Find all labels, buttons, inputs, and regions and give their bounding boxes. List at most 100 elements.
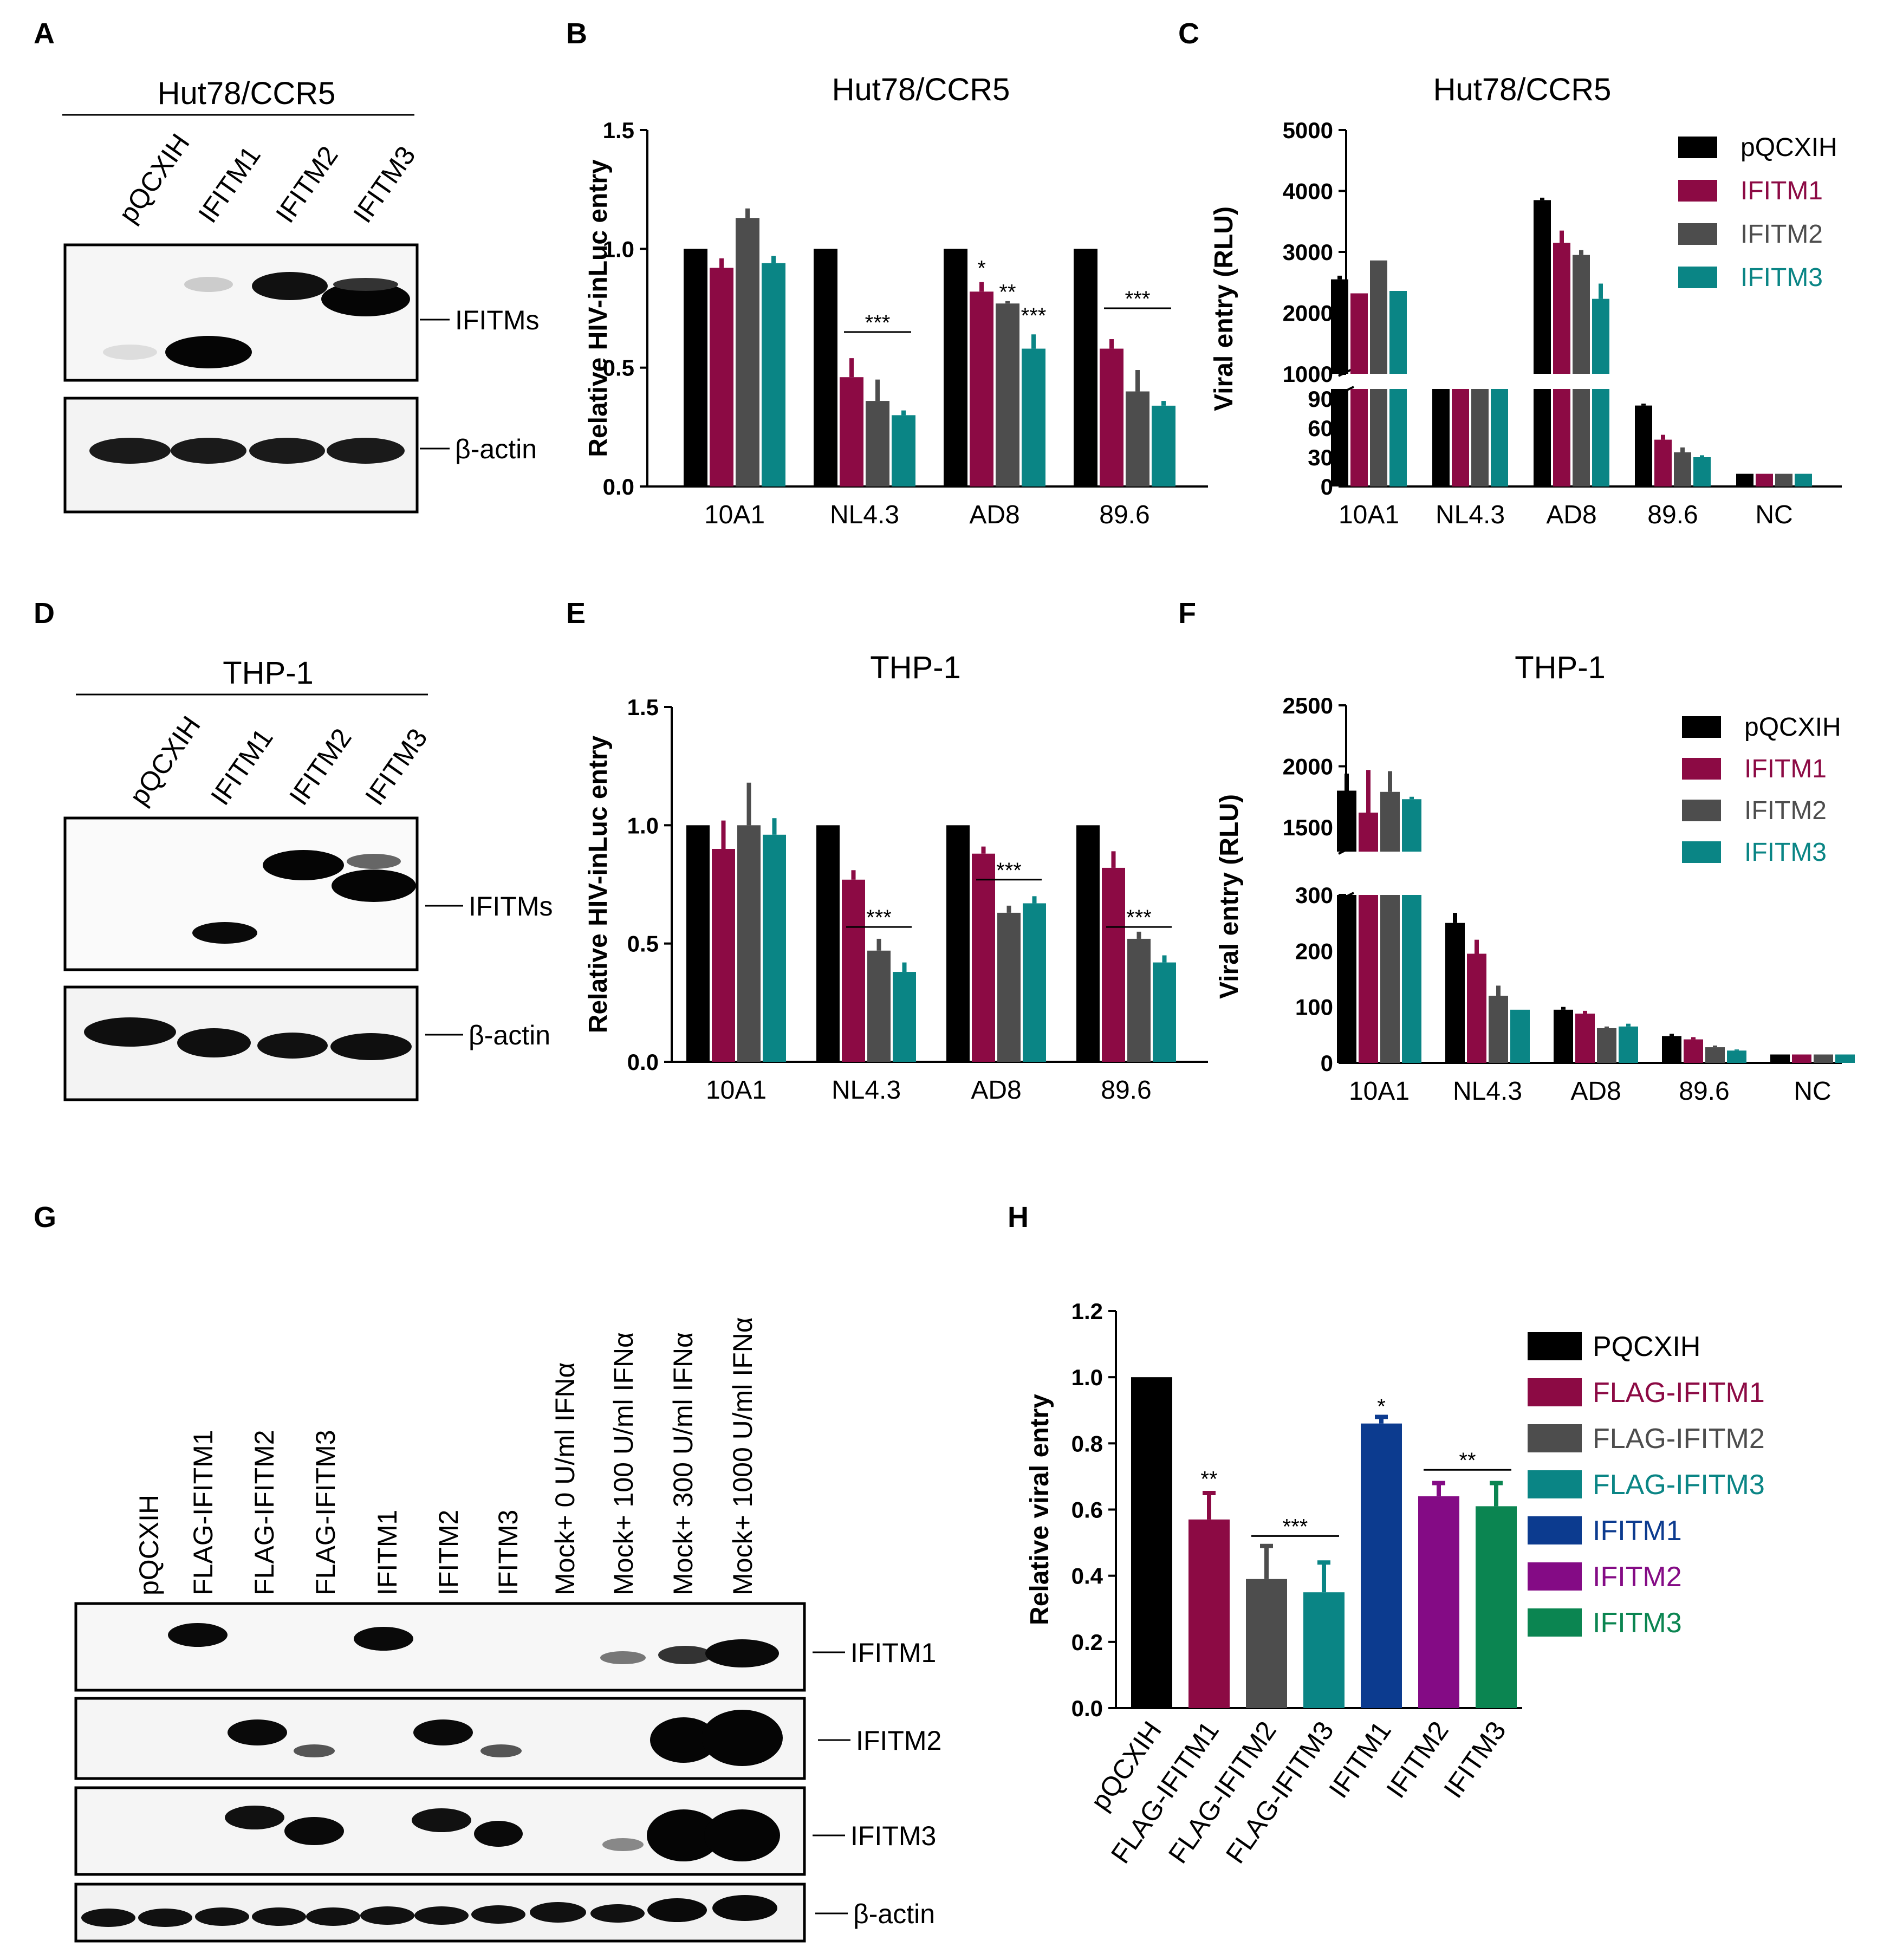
blot-g-lane-5: IFITM1 (372, 1510, 402, 1595)
panel-letter-h: H (1008, 1201, 1029, 1234)
chart-h-legend-label: FLAG-IFITM3 (1593, 1469, 1765, 1501)
chart-b-bar (1100, 348, 1123, 486)
chart-f-bar (1445, 923, 1465, 1063)
chart-f-bar (1835, 1054, 1855, 1063)
chart-h-legend-label: FLAG-IFITM1 (1593, 1377, 1765, 1409)
chart-c-xtick-label: 10A1 (1339, 501, 1399, 529)
chart-c-bar-lower (1370, 389, 1387, 486)
chart-c-bar-lower (1592, 389, 1609, 486)
chart-h-ytick-label: 0.2 (1071, 1630, 1103, 1655)
chart-h-legend-swatch (1528, 1424, 1582, 1452)
chart-h-bar (1476, 1506, 1517, 1708)
chart-c-bar-upper (1573, 255, 1590, 374)
chart-b-bar (1152, 405, 1175, 486)
chart-e-bar (686, 825, 710, 1062)
blot-g-lane-3: FLAG-IFITM2 (249, 1430, 280, 1595)
chart-f-legend-label: pQCXIH (1744, 713, 1841, 742)
panel-letter-g: G (34, 1201, 56, 1234)
chart-f-bar (1814, 1054, 1833, 1063)
chart-c-bar-lower (1389, 389, 1407, 486)
chart-e-xtick-label: NL4.3 (832, 1076, 901, 1105)
chart-c-title: Hut78/CCR5 (1433, 72, 1612, 107)
chart-c-ytick-label: 5000 (1283, 118, 1333, 143)
blot-a-lane-1: pQCXIH (113, 128, 196, 229)
blot-g-lane-8: Mock+ 0 U/ml IFNα (550, 1362, 580, 1595)
chart-h-legend-label: IFITM1 (1593, 1515, 1682, 1547)
chart-c-bar (1654, 439, 1672, 486)
chart-c-legend-label: IFITM3 (1740, 263, 1823, 292)
chart-c-bar (1736, 473, 1753, 486)
chart-f-bar-upper (1402, 799, 1421, 852)
chart-b-sig-label: * (977, 256, 986, 280)
blot-g-lane-7: IFITM3 (493, 1510, 523, 1595)
blot-g-lane-11: Mock+ 1000 U/ml IFNα (728, 1317, 758, 1595)
blot-g-band-ifitm2: IFITM2 (856, 1725, 941, 1756)
chart-e-bar (712, 849, 735, 1062)
chart-b-bar (1022, 348, 1045, 486)
blot-g-band-ifitm3: IFITM3 (850, 1821, 936, 1851)
chart-h: 0.0 0.2 0.4 0.6 0.8 1.0 1.2 Relative viral entr… (1025, 1299, 1765, 1869)
panel-letter-e: E (566, 597, 586, 629)
chart-c-bar-lower (1432, 389, 1450, 486)
chart-c-bar-upper (1592, 298, 1609, 374)
blot-g-band-actin: β-actin (853, 1899, 935, 1929)
chart-b-xtick-label: 89.6 (1099, 501, 1149, 529)
chart-h-xtick-label: IFITM3 (1438, 1716, 1512, 1803)
blot-a-lane-4: IFITM3 (347, 140, 421, 228)
blot-d: THP-1 pQCXIH IFITM1 IFITM2 IFITM3 IFITMs… (63, 656, 553, 1101)
blot-g-lane-4: FLAG-IFITM3 (310, 1430, 341, 1595)
blot-g-lane-6: IFITM2 (433, 1510, 464, 1595)
chart-c-bar-lower (1452, 389, 1469, 486)
chart-b-bar (762, 263, 785, 486)
chart-h-bar (1418, 1496, 1459, 1708)
chart-f-legend-label: IFITM1 (1744, 755, 1827, 783)
chart-e-bar (842, 879, 865, 1062)
chart-c-bar-lower (1553, 389, 1570, 486)
blot-d-band-actin: β-actin (469, 1020, 550, 1050)
chart-h-bar (1188, 1519, 1230, 1708)
chart-c-bar-upper (1370, 260, 1387, 374)
chart-f-bar-lower (1337, 895, 1356, 1063)
chart-b-xtick-label: 10A1 (704, 501, 765, 529)
chart-c-ytick-label: 4000 (1283, 179, 1333, 204)
chart-b-sig-label: *** (865, 311, 891, 335)
chart-f-ylabel: Viral entry (RLU) (1215, 794, 1244, 999)
chart-f-bar (1727, 1050, 1746, 1063)
chart-c-legend-swatch (1678, 137, 1717, 158)
chart-f-ytick-label: 1500 (1283, 815, 1333, 840)
chart-h-sig-label: *** (1283, 1515, 1308, 1539)
chart-h-ytick-label: 0.6 (1071, 1497, 1103, 1523)
chart-c-bar (1635, 405, 1652, 486)
chart-h-legend-label: PQCXIH (1593, 1331, 1700, 1362)
chart-e-ytick-label: 0.0 (627, 1049, 659, 1075)
chart-e-bar (737, 825, 761, 1062)
chart-c-bar-upper (1389, 291, 1407, 374)
chart-c-bar-upper (1553, 243, 1570, 374)
chart-f-bar-lower (1359, 895, 1378, 1063)
blot-a: Hut78/CCR5 pQCXIH IFITM1 IFITM2 IFITM3 I… (62, 76, 540, 514)
chart-e-xtick-label: 89.6 (1101, 1076, 1151, 1105)
blot-a-band-actin: β-actin (455, 434, 537, 464)
chart-b-bar (684, 249, 707, 486)
chart-c-legend-label: IFITM1 (1740, 177, 1823, 205)
blot-d-band-ifitms: IFITMs (469, 891, 553, 921)
chart-f-bar-upper (1337, 790, 1356, 852)
chart-b-bar (840, 377, 863, 486)
chart-e-sig-label: *** (1126, 906, 1152, 930)
chart-c-bar-lower (1534, 389, 1551, 486)
chart-e-ytick-label: 0.5 (627, 931, 659, 957)
blot-d-lane-4: IFITM3 (359, 723, 433, 810)
chart-e-bar (893, 972, 916, 1062)
chart-b-xtick-label: AD8 (969, 501, 1019, 529)
chart-f-bar (1662, 1036, 1681, 1063)
chart-f-legend-swatch (1682, 758, 1721, 780)
chart-f-bar-upper (1359, 813, 1378, 852)
chart-c-legend-label: pQCXIH (1740, 133, 1837, 162)
chart-h-legend-label: IFITM2 (1593, 1561, 1682, 1593)
chart-b-bar (996, 303, 1019, 486)
chart-f-bar (1770, 1054, 1790, 1063)
panel-letter-b: B (566, 17, 587, 50)
chart-h-legend-swatch (1528, 1470, 1582, 1498)
panel-letter-d: D (34, 597, 55, 629)
